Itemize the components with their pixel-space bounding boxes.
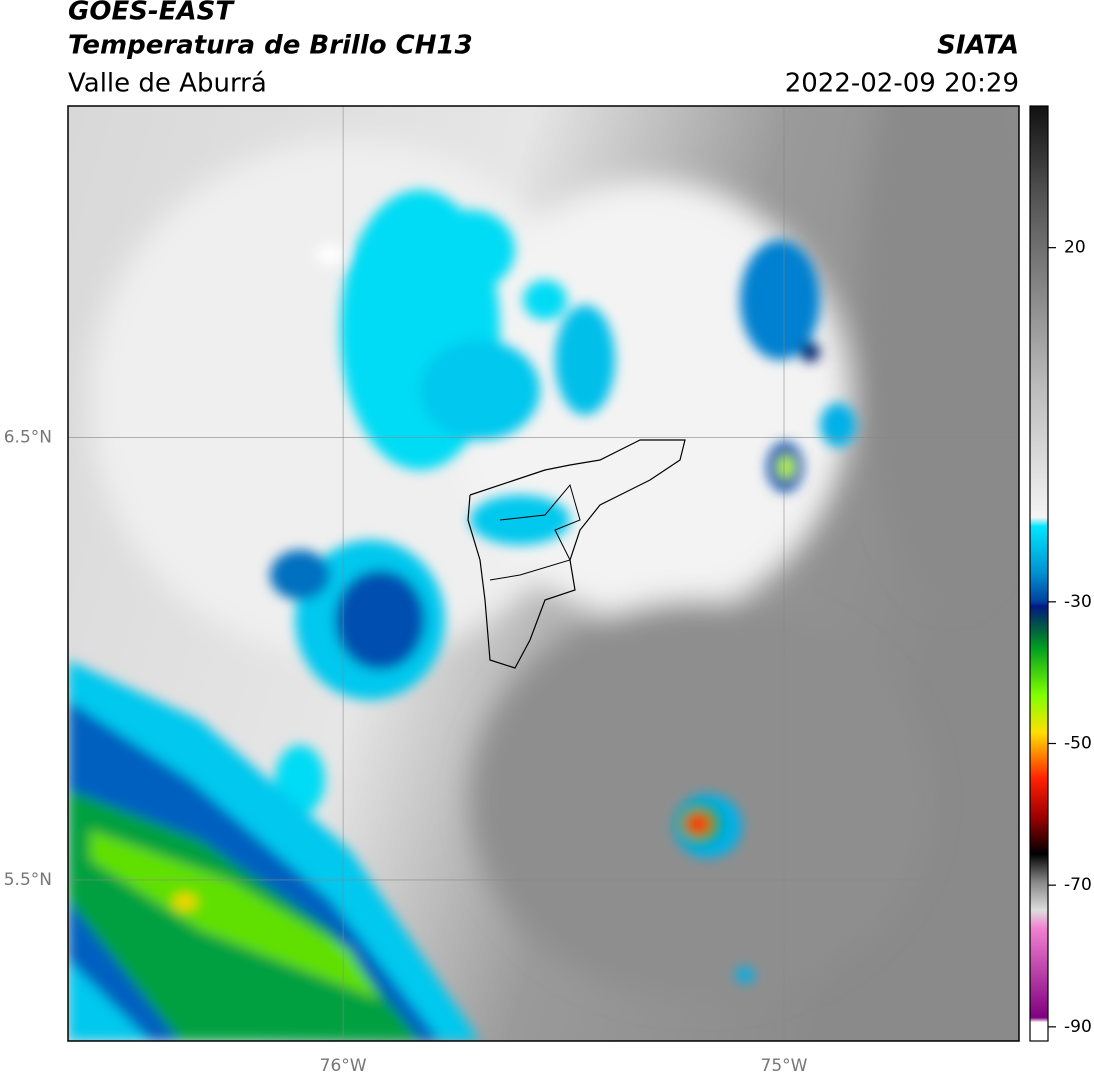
colorbar-tick-label: 20	[1064, 238, 1086, 258]
y-tick-label: 6.5°N	[4, 427, 52, 447]
colorbar-tick-label: -50	[1064, 734, 1092, 754]
title: GOES-EAST	[68, 0, 235, 27]
graticule: 76°W 75°W 6.5°N 5.5°N	[4, 106, 1019, 1076]
map-frame	[67, 105, 1020, 1042]
x-tick-label: 75°W	[761, 1056, 808, 1076]
colorbar	[1029, 105, 1049, 1042]
region: Valle de Aburrá	[68, 69, 267, 99]
colorbar-tick-label: -70	[1064, 875, 1092, 895]
colorbar-ticks: 20 -30 -50 -70 -90	[1048, 238, 1092, 1037]
satellite-image	[68, 106, 1019, 1041]
subtitle: Temperatura de Brillo CH13	[68, 31, 473, 61]
x-tick-label: 76°W	[320, 1056, 367, 1076]
datetime: 2022-02-09 20:29	[785, 69, 1019, 99]
y-tick-label: 5.5°N	[4, 870, 52, 890]
source: SIATA	[937, 31, 1019, 61]
colorbar-tick-label: -90	[1064, 1017, 1092, 1037]
colorbar-tick-label: -30	[1064, 592, 1092, 612]
